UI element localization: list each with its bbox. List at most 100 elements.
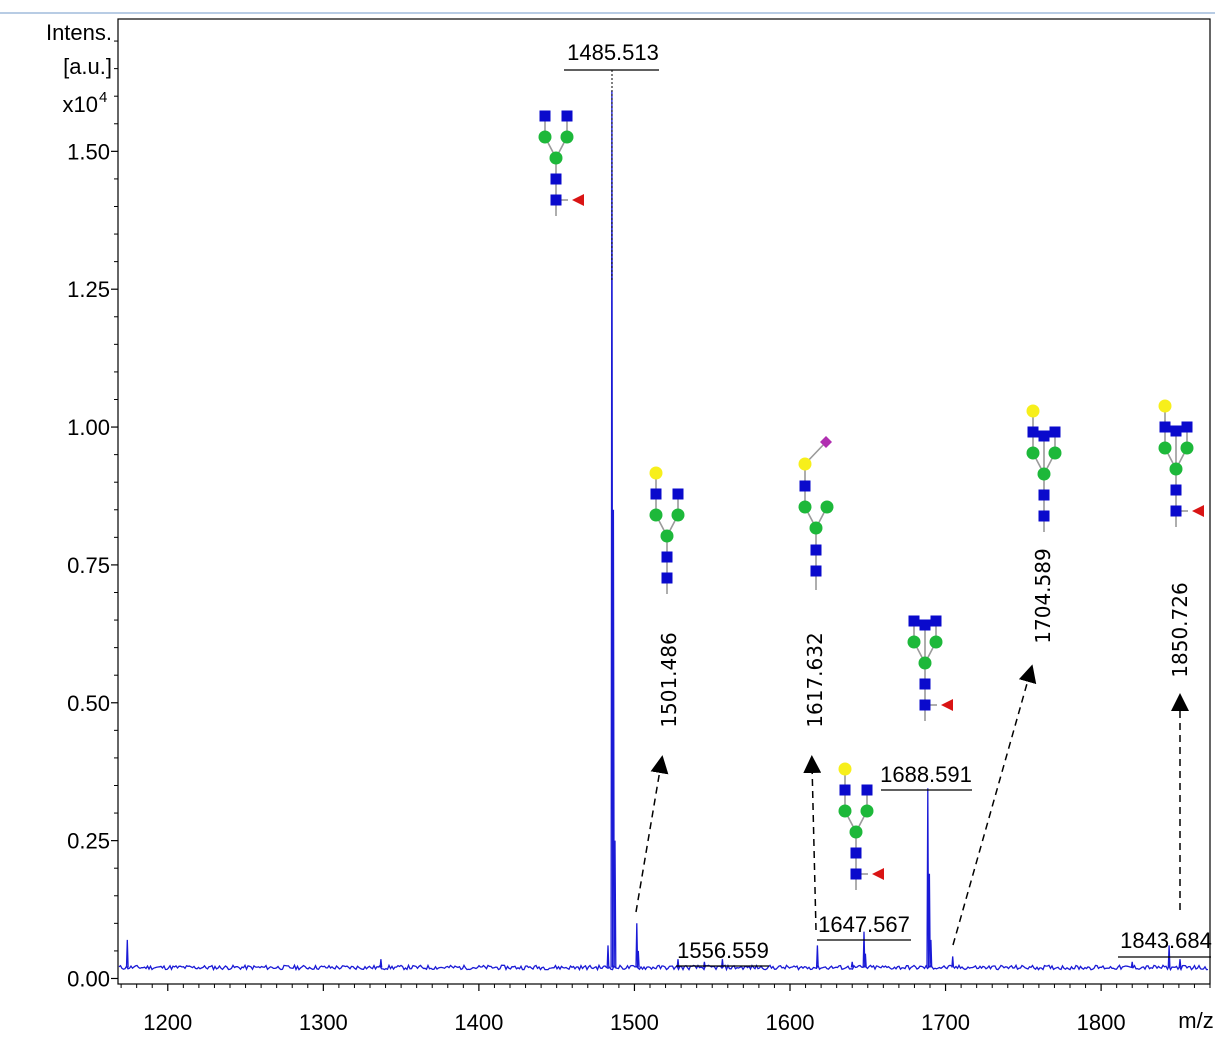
y-tick-label: 0.00 bbox=[67, 966, 110, 991]
x-tick-label: 1700 bbox=[921, 1010, 970, 1035]
glcnac-square bbox=[1170, 425, 1182, 437]
mannose-circle bbox=[1169, 462, 1183, 476]
peak-label-1850-text: 1850.726 bbox=[1168, 582, 1192, 677]
y-tick-label: 0.75 bbox=[67, 553, 110, 578]
glcnac-square bbox=[930, 615, 942, 627]
peak-label-1647: 1647.567 bbox=[817, 912, 911, 941]
peak-label-1485-text: 1485.513 bbox=[567, 40, 659, 65]
y-axis-label-line3: x10 bbox=[63, 92, 98, 117]
sialic-acid-diamond bbox=[820, 436, 832, 448]
glcnac-square bbox=[539, 110, 551, 122]
mannose-circle bbox=[918, 656, 932, 670]
y-axis-label-line1: Intens. bbox=[46, 20, 112, 45]
y-axis-label-exponent: 4 bbox=[99, 89, 107, 106]
x-tick-label: 1500 bbox=[610, 1010, 659, 1035]
peak-label-1485: 1485.513 bbox=[564, 40, 659, 280]
mannose-circle bbox=[649, 508, 663, 522]
glcnac-square bbox=[1049, 426, 1061, 438]
glcnac-square bbox=[672, 488, 684, 500]
x-tick-label: 1600 bbox=[766, 1010, 815, 1035]
x-tick-label: 1300 bbox=[299, 1010, 348, 1035]
glcnac-square bbox=[919, 619, 931, 631]
mannose-circle bbox=[549, 151, 563, 165]
glycan-structures bbox=[538, 110, 1204, 890]
y-axis: 0.00 0.25 0.50 0.75 1.00 1.25 1.50 bbox=[67, 40, 118, 991]
arrow-1617 bbox=[803, 755, 822, 931]
mannose-circle bbox=[538, 130, 552, 144]
y-tick-label: 1.25 bbox=[67, 277, 110, 302]
galactose-circle bbox=[1026, 404, 1040, 418]
glcnac-square bbox=[550, 173, 562, 185]
mannose-circle bbox=[849, 825, 863, 839]
y-tick-label: 0.50 bbox=[67, 691, 110, 716]
glcnac-square bbox=[919, 678, 931, 690]
glcnac-square bbox=[908, 615, 920, 627]
glcnac-square bbox=[1170, 484, 1182, 496]
mannose-circle bbox=[1048, 446, 1062, 460]
mannose-circle bbox=[907, 635, 921, 649]
peak-label-1647-text: 1647.567 bbox=[818, 912, 910, 937]
peak-label-1843: 1843.684 bbox=[1118, 928, 1212, 958]
mannose-circle bbox=[838, 804, 852, 818]
y-axis-label-line2: [a.u.] bbox=[63, 54, 112, 79]
y-tick-label: 1.00 bbox=[67, 415, 110, 440]
glcnac-square bbox=[550, 194, 562, 206]
x-tick-label: 1800 bbox=[1077, 1010, 1126, 1035]
galactose-circle bbox=[1158, 399, 1172, 413]
y-tick-label: 0.25 bbox=[67, 829, 110, 854]
peak-label-1501-text: 1501.486 bbox=[657, 632, 681, 727]
glcnac-square bbox=[1038, 430, 1050, 442]
mannose-circle bbox=[820, 500, 834, 514]
mannose-circle bbox=[671, 508, 685, 522]
fucose-triangle bbox=[1192, 505, 1204, 517]
glcnac-square bbox=[1181, 421, 1193, 433]
glcnac-square bbox=[1038, 510, 1050, 522]
glcnac-square bbox=[861, 784, 873, 796]
y-tick-label: 1.50 bbox=[67, 139, 110, 164]
glcnac-square bbox=[810, 544, 822, 556]
fucose-triangle bbox=[572, 194, 584, 206]
glcnac-square bbox=[1038, 489, 1050, 501]
mannose-circle bbox=[1158, 441, 1172, 455]
peak-label-1688: 1688.591 bbox=[880, 762, 972, 791]
mannose-circle bbox=[929, 635, 943, 649]
fucose-triangle bbox=[941, 699, 953, 711]
mannose-circle bbox=[660, 529, 674, 543]
arrow-1501 bbox=[635, 755, 669, 913]
galactose-circle bbox=[649, 466, 663, 480]
mannose-circle bbox=[860, 804, 874, 818]
glcnac-square bbox=[850, 847, 862, 859]
peak-label-1556-text: 1556.559 bbox=[677, 938, 769, 963]
glcnac-square bbox=[561, 110, 573, 122]
peak-label-1556: 1556.559 bbox=[676, 938, 769, 967]
glcnac-square bbox=[839, 784, 851, 796]
glcnac-square bbox=[810, 565, 822, 577]
mannose-circle bbox=[1026, 446, 1040, 460]
glcnac-square bbox=[661, 572, 673, 584]
galactose-circle bbox=[838, 762, 852, 776]
mannose-circle bbox=[809, 521, 823, 535]
peak-label-1688-text: 1688.591 bbox=[880, 762, 972, 787]
glcnac-square bbox=[919, 699, 931, 711]
plot-frame bbox=[117, 18, 1211, 985]
glcnac-square bbox=[661, 551, 673, 563]
glcnac-square bbox=[1170, 505, 1182, 517]
galactose-circle bbox=[798, 457, 812, 471]
peak-label-1843-text: 1843.684 bbox=[1120, 928, 1212, 953]
x-tick-label: 1200 bbox=[143, 1010, 192, 1035]
mannose-circle bbox=[1180, 441, 1194, 455]
mannose-circle bbox=[1037, 467, 1051, 481]
glcnac-square bbox=[799, 480, 811, 492]
spectrum-line bbox=[118, 90, 1209, 972]
mannose-circle bbox=[798, 500, 812, 514]
x-tick-label: 1400 bbox=[454, 1010, 503, 1035]
fucose-triangle bbox=[872, 868, 884, 880]
peak-label-1617-text: 1617.632 bbox=[803, 632, 827, 727]
glcnac-square bbox=[1159, 421, 1171, 433]
x-axis: 1200 1300 1400 1500 1600 1700 1800 bbox=[120, 984, 1211, 1035]
x-axis-label: m/z bbox=[1178, 1008, 1213, 1033]
glcnac-square bbox=[850, 868, 862, 880]
glcnac-square bbox=[1027, 426, 1039, 438]
peak-label-1704-text: 1704.589 bbox=[1031, 548, 1055, 643]
